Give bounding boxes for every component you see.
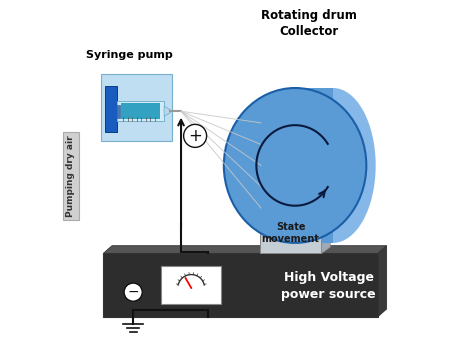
Ellipse shape	[224, 88, 366, 243]
Polygon shape	[103, 246, 387, 253]
Text: +: +	[188, 127, 202, 145]
Bar	[260, 213, 321, 253]
Polygon shape	[378, 246, 387, 317]
Polygon shape	[260, 207, 330, 213]
Text: High Voltage
power source: High Voltage power source	[281, 271, 376, 301]
Text: −: −	[128, 285, 139, 299]
Polygon shape	[321, 207, 330, 253]
Text: Rotating drum
Collector: Rotating drum Collector	[261, 9, 357, 38]
Bar	[101, 74, 172, 141]
Bar	[161, 266, 221, 304]
Bar	[118, 105, 120, 118]
Bar	[105, 86, 117, 132]
Polygon shape	[164, 106, 171, 116]
Text: Pumping dry air: Pumping dry air	[66, 135, 75, 217]
Text: State
movement: State movement	[262, 222, 319, 244]
Ellipse shape	[291, 88, 376, 243]
Bar	[298, 243, 314, 253]
Text: Syringe pump: Syringe pump	[86, 50, 173, 60]
Bar	[103, 253, 378, 317]
Bar	[292, 88, 333, 243]
Bar	[121, 103, 160, 119]
Bar	[117, 101, 164, 121]
